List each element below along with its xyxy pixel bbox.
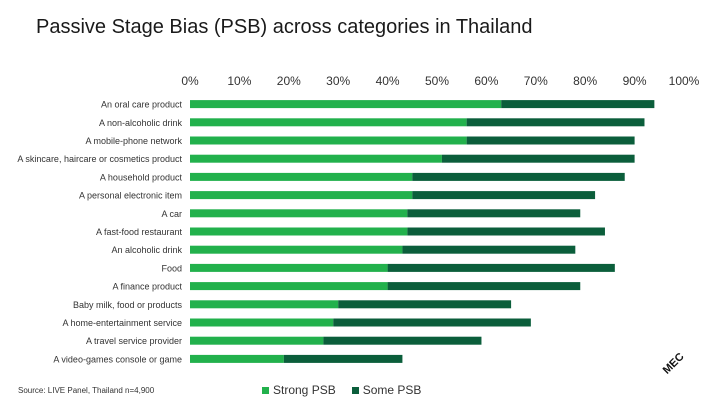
bar-strong-psb xyxy=(190,209,408,218)
bar-some-psb xyxy=(501,100,655,109)
bar-some-psb xyxy=(283,354,403,363)
bar-strong-psb xyxy=(190,172,413,181)
bar-strong-psb xyxy=(190,191,413,200)
bar-strong-psb xyxy=(190,336,324,345)
category-label: An alcoholic drink xyxy=(111,245,182,255)
bar-strong-psb xyxy=(190,245,403,254)
category-label: A travel service provider xyxy=(86,336,182,346)
category-label: A skincare, haircare or cosmetics produc… xyxy=(17,154,182,164)
bar-strong-psb xyxy=(190,282,388,291)
legend-item-strong: Strong PSB xyxy=(262,383,336,397)
category-label: Baby milk, food or products xyxy=(73,300,183,310)
bar-some-psb xyxy=(402,245,576,254)
legend-swatch-strong xyxy=(262,386,269,394)
x-tick-label: 100% xyxy=(669,74,700,88)
category-label: A home-entertainment service xyxy=(62,318,182,328)
x-tick-label: 40% xyxy=(376,74,400,88)
legend-swatch-some xyxy=(351,386,359,394)
bar-strong-psb xyxy=(190,354,284,363)
bar-some-psb xyxy=(333,318,531,327)
x-tick-label: 10% xyxy=(227,74,251,88)
bar-strong-psb xyxy=(190,318,334,327)
category-label: A mobile-phone network xyxy=(85,136,182,146)
bar-some-psb xyxy=(466,118,645,127)
category-label: A personal electronic item xyxy=(79,191,182,201)
category-label: A fast-food restaurant xyxy=(96,227,183,237)
bar-some-psb xyxy=(441,154,635,163)
source-note: Source: LIVE Panel, Thailand n=4,900 xyxy=(18,386,155,395)
bar-some-psb xyxy=(407,227,605,236)
bar-some-psb xyxy=(412,172,625,181)
chart-title: Passive Stage Bias (PSB) across categori… xyxy=(36,16,533,38)
x-tick-label: 60% xyxy=(474,74,498,88)
x-tick-label: 90% xyxy=(623,74,647,88)
x-tick-label: 20% xyxy=(277,74,301,88)
legend-label-some: Some PSB xyxy=(362,383,422,397)
svg-text:MEC: MEC xyxy=(661,351,686,376)
bar-strong-psb xyxy=(190,136,467,145)
category-label: A car xyxy=(161,209,182,219)
bar-strong-psb xyxy=(190,154,442,163)
category-label: A household product xyxy=(100,172,183,182)
bar-some-psb xyxy=(387,263,615,272)
category-label: A finance product xyxy=(112,282,182,292)
bar-strong-psb xyxy=(190,263,388,272)
bar-some-psb xyxy=(323,336,482,345)
bar-some-psb xyxy=(407,209,581,218)
category-label: A video-games console or game xyxy=(53,354,182,364)
bar-some-psb xyxy=(412,191,596,200)
bar-some-psb xyxy=(387,282,581,291)
bar-some-psb xyxy=(466,136,635,145)
x-tick-label: 70% xyxy=(524,74,548,88)
bar-strong-psb xyxy=(190,100,502,109)
category-label: A non-alcoholic drink xyxy=(99,118,183,128)
bar-some-psb xyxy=(338,300,512,309)
category-label: Food xyxy=(161,263,182,273)
category-label: An oral care product xyxy=(101,100,183,110)
mec-logo: MEC xyxy=(661,351,686,376)
x-tick-label: 80% xyxy=(573,74,597,88)
x-tick-label: 50% xyxy=(425,74,449,88)
legend: Strong PSB Some PSB xyxy=(262,383,421,397)
legend-label-strong: Strong PSB xyxy=(273,383,336,397)
bar-strong-psb xyxy=(190,118,467,127)
bar-strong-psb xyxy=(190,227,408,236)
x-tick-label: 30% xyxy=(326,74,350,88)
legend-item-some: Some PSB xyxy=(351,383,422,397)
bar-strong-psb xyxy=(190,300,339,309)
x-tick-label: 0% xyxy=(181,74,199,88)
